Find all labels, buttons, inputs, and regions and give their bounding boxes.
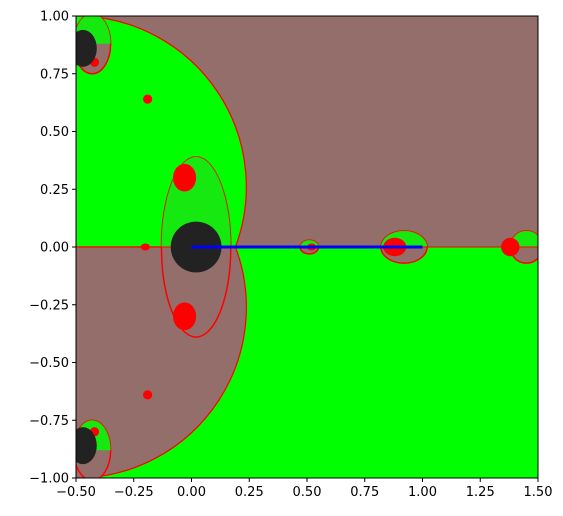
x-tick-label: 0.75 [350,485,379,500]
red-blob-8 [142,390,153,400]
y-tick-label: 0.25 [40,183,69,198]
x-tick-label: 1.50 [524,485,553,500]
y-tick-label: −0.75 [29,414,69,429]
red-blob-0 [173,163,197,192]
red-blob-7 [142,94,153,104]
y-axis: 1.00 0.75 0.50 0.25 0.00 −0.25 −0.50 −0.75 −1.00 [29,10,76,487]
y-tick-label: −0.50 [29,356,69,371]
y-tick-label: −1.00 [29,472,69,487]
x-tick-label: −0.50 [56,485,96,500]
x-tick-label: 1.25 [466,485,495,500]
black-blob-1 [76,29,97,67]
y-tick-label: 0.50 [40,125,69,140]
plot-area [76,16,538,478]
x-tick-label: 0.25 [235,485,264,500]
x-tick-label: 1.00 [408,485,437,500]
y-tick-label: 1.00 [40,10,69,25]
x-tick-label: 0.00 [177,485,206,500]
y-tick-label: 0.00 [40,241,69,256]
y-tick-label: −0.25 [29,298,69,313]
x-axis: −0.50 −0.25 0.00 0.25 0.50 0.75 1.00 1.25 1.50 [56,478,552,500]
x-tick-label: 0.50 [293,485,322,500]
x-tick-label: −0.25 [114,485,154,500]
black-blob-2 [76,427,97,465]
y-tick-label: 0.75 [40,67,69,82]
red-blob-1 [173,302,197,331]
